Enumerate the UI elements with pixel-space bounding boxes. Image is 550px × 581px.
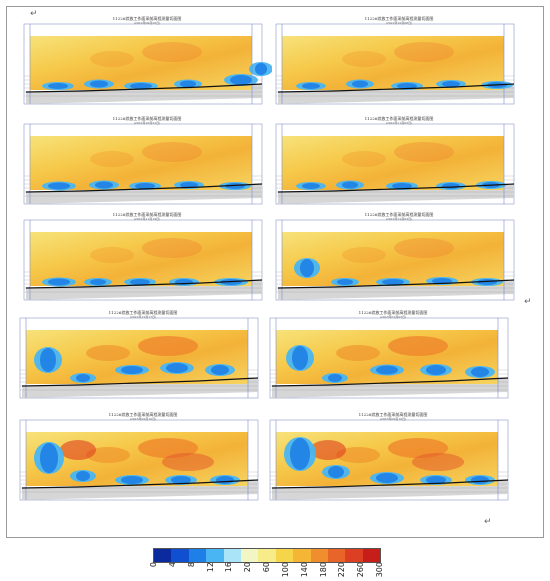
panel-title: 11226综放工作面采前高程测量切面图 <box>112 16 182 21</box>
profile-image <box>275 23 515 105</box>
colorbar-tick-label: 300 <box>375 562 384 578</box>
profile-panel: 11226综放工作面采前高程测量切面图 (2022年12月17日) <box>18 308 268 404</box>
colorbar-tick-label: 12 <box>205 562 215 573</box>
colorbar-segment <box>362 549 381 562</box>
colorbar-segment <box>171 549 189 562</box>
profile-panel: 11226综放工作面采前高程测量切面图 (2023年01月05日) <box>268 308 518 404</box>
colorbar-segment <box>258 549 276 562</box>
colorbar-tick-label: 220 <box>337 562 347 578</box>
profile-image <box>23 23 272 105</box>
profile-image <box>19 317 259 399</box>
colorbar-segment <box>310 549 328 562</box>
panel-date: (2022年09月20日) <box>133 21 161 25</box>
panel-title: 11226综放工作面采前高程测量切面图 <box>112 212 182 217</box>
panel-title: 11226综放工作面采前高程测量切面图 <box>108 412 178 417</box>
colorbar-segment <box>345 549 363 562</box>
colorbar-segment <box>223 549 241 562</box>
colorbar-tick-label: 100 <box>280 562 290 578</box>
profile-panel: 11226综放工作面采前高程测量切面图 (2022年12月03日) <box>274 210 524 306</box>
colorbar-tick-label: 180 <box>318 562 328 578</box>
colorbar-tick-label: 20 <box>243 562 253 573</box>
profile-panel: 11226综放工作面采前高程测量切面图 (2022年11月19日) <box>22 210 272 306</box>
panel-date: (2022年10月08日) <box>385 21 413 25</box>
corner-mark: ↵ <box>30 9 38 19</box>
panel-date: (2023年02月10日) <box>129 417 157 421</box>
colorbar <box>153 548 381 563</box>
colorbar-segment <box>327 549 346 562</box>
colorbar-segment <box>206 549 224 562</box>
profile-image <box>23 123 263 205</box>
profile-panel: 11226综放工作面采前高程测量切面图 (2022年09月20日) <box>22 14 272 110</box>
colorbar-tick-label: 260 <box>356 562 366 578</box>
panel-title: 11226综放工作面采前高程测量切面图 <box>108 310 178 315</box>
profile-image <box>269 419 509 501</box>
panel-date: (2022年11月19日) <box>133 217 161 221</box>
panel-date: (2023年03月10日) <box>379 417 407 421</box>
colorbar-tick-label: 60 <box>262 562 271 573</box>
panel-date: (2022年12月03日) <box>385 217 413 221</box>
profile-panel: 11226综放工作面采前高程测量切面图 (2023年02月10日) <box>18 410 268 506</box>
colorbar-tick-label: 4 <box>167 562 177 568</box>
panel-title: 11226综放工作面采前高程测量切面图 <box>112 116 182 121</box>
panel-title: 11226综放工作面采前高程测量切面图 <box>358 412 428 417</box>
panel-title: 11226综放工作面采前高程测量切面图 <box>364 212 434 217</box>
profile-image <box>269 317 509 399</box>
profile-image <box>19 419 259 501</box>
panel-date: (2022年10月22日) <box>133 121 161 125</box>
colorbar-segment <box>293 549 311 562</box>
colorbar-tick-label: 0 <box>149 562 158 568</box>
profile-panel: 11226综放工作面采前高程测量切面图 (2022年10月22日) <box>22 114 272 210</box>
profile-image <box>275 123 515 205</box>
corner-mark: ↵ <box>484 517 492 527</box>
profile-image <box>275 219 515 301</box>
colorbar-tick-label: 140 <box>299 562 309 578</box>
profile-image <box>23 219 263 301</box>
profile-panel: 11226综放工作面采前高程测量切面图 (2023年03月10日) <box>268 410 518 506</box>
panel-title: 11226综放工作面采前高程测量切面图 <box>358 310 428 315</box>
panel-date: (2022年12月17日) <box>129 315 157 319</box>
panel-title: 11226综放工作面采前高程测量切面图 <box>364 116 434 121</box>
colorbar-tick-label: 8 <box>186 562 196 568</box>
profile-panel: 11226综放工作面采前高程测量切面图 (2022年10月08日) <box>274 14 524 110</box>
colorbar-ticks: 0 4 8 12 16 20 60 100 140 180 220 260 300 <box>149 562 384 578</box>
colorbar-segment <box>188 549 207 562</box>
colorbar-segment <box>240 549 259 562</box>
panel-date: (2022年11月05日) <box>385 121 413 125</box>
colorbar-tick-label: 16 <box>224 562 234 573</box>
profile-panel: 11226综放工作面采前高程测量切面图 (2022年11月05日) <box>274 114 524 210</box>
colorbar-segment <box>275 549 294 562</box>
colorbar-segment <box>154 549 172 562</box>
panel-title: 11226综放工作面采前高程测量切面图 <box>364 16 434 21</box>
figure-frame <box>6 6 544 538</box>
corner-mark: ↵ <box>524 297 532 307</box>
panel-date: (2023年01月05日) <box>379 315 407 319</box>
